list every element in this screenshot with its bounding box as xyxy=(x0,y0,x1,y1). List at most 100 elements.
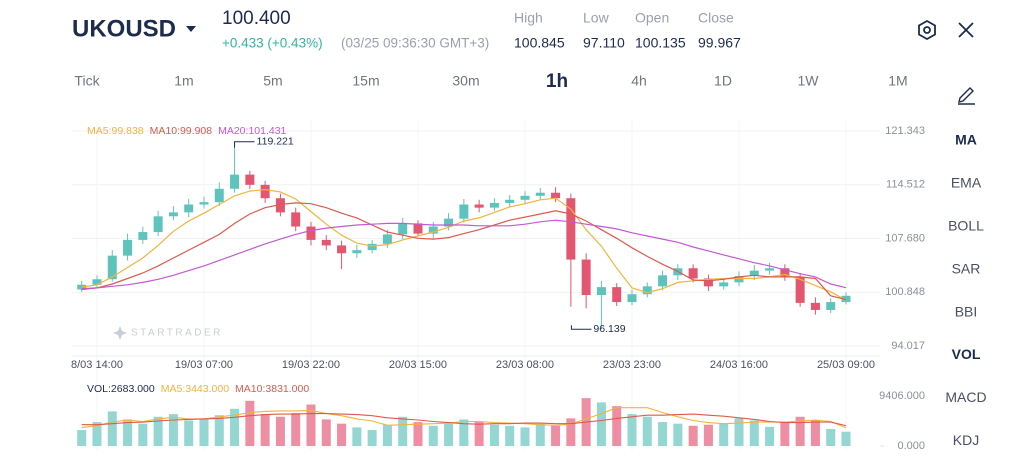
stat-value: 99.967 xyxy=(698,35,741,51)
settings-hex xyxy=(918,19,936,41)
candle-body xyxy=(765,268,775,271)
volume-bar xyxy=(413,422,423,446)
candle-body xyxy=(214,188,224,203)
close-icon[interactable] xyxy=(958,22,974,38)
volume-bar xyxy=(749,420,759,446)
volume-bar xyxy=(642,416,652,446)
symbol[interactable]: UKOUSD xyxy=(72,15,176,42)
timestamp: (03/25 09:36:30 GMT+3) xyxy=(341,36,489,51)
indicator-option[interactable]: MACD xyxy=(945,389,986,405)
volume-bar xyxy=(398,416,408,446)
candle-body xyxy=(413,223,423,234)
candle-body xyxy=(703,278,713,287)
legend-entry: VOL:2683.000 xyxy=(87,383,155,395)
volume-bar xyxy=(841,431,851,446)
volume-bar xyxy=(428,425,438,446)
candle-body xyxy=(780,268,790,277)
timeframe-tab[interactable]: Tick xyxy=(74,73,100,89)
candle-body xyxy=(535,192,545,196)
timeframe-tab[interactable]: 1m xyxy=(174,73,193,89)
candle-body xyxy=(581,259,591,295)
candle-body xyxy=(810,302,820,310)
indicator-option[interactable]: BOLL xyxy=(948,218,984,234)
candle-body xyxy=(505,199,515,203)
candle-body xyxy=(291,212,301,227)
y-tick-label: 94.017 xyxy=(891,340,925,352)
indicator-option[interactable]: SAR xyxy=(952,260,981,276)
candle-body xyxy=(627,294,637,303)
indicator-option[interactable]: VOL xyxy=(952,346,981,362)
candle-body xyxy=(719,282,729,287)
stat-label: Low xyxy=(583,10,610,26)
high-label: 119.221 xyxy=(257,135,294,147)
legend-entry: MA10:99.908 xyxy=(150,125,213,137)
candle-body xyxy=(77,284,87,290)
volume-bar xyxy=(444,423,454,446)
volume-tick-label: 9406.000 xyxy=(879,390,925,402)
candle-body xyxy=(428,226,438,234)
volume-bar xyxy=(260,414,270,446)
candle-body xyxy=(275,198,285,213)
volume-bar xyxy=(612,406,622,446)
volume-bar xyxy=(138,423,148,446)
settings-dot xyxy=(923,26,931,34)
x-tick-label: 24/03 16:00 xyxy=(710,359,768,371)
low-marker xyxy=(570,325,592,330)
candle-body xyxy=(520,195,530,200)
draw-tool-icon[interactable] xyxy=(958,87,975,105)
timeframe-tab[interactable]: 5m xyxy=(263,73,282,89)
timeframe-tab[interactable]: 4h xyxy=(631,73,647,89)
x-tick-label: 20/03 15:00 xyxy=(389,359,447,371)
volume-bar xyxy=(184,420,194,446)
timeframe-tab[interactable]: 30m xyxy=(452,73,479,89)
volume-bar xyxy=(367,430,377,446)
volume-bar xyxy=(734,418,744,446)
volume-bar xyxy=(199,418,209,446)
settings-icon[interactable] xyxy=(918,19,936,41)
indicator-option[interactable]: BBI xyxy=(955,303,978,319)
watermark-logo xyxy=(113,326,127,340)
stat-label: Close xyxy=(698,10,734,26)
timeframe-tab[interactable]: 1W xyxy=(798,73,820,89)
candle-body xyxy=(612,287,622,303)
timeframe-tab[interactable]: 1h xyxy=(546,71,568,92)
legend-entry: MA5:99.838 xyxy=(87,125,144,137)
timeframe-tab[interactable]: 1M xyxy=(888,73,907,89)
candle-body xyxy=(642,286,652,295)
volume-bar xyxy=(92,422,102,446)
ma-line xyxy=(81,219,847,290)
timeframe-tab[interactable]: 1D xyxy=(714,73,732,89)
volume-bar xyxy=(520,427,530,446)
y-tick-label: 114.512 xyxy=(886,179,925,191)
volume-bar xyxy=(245,400,255,446)
candle-body xyxy=(688,268,698,279)
volume-bar xyxy=(596,402,606,446)
volume-ma-line xyxy=(81,413,847,427)
volume-bar xyxy=(780,422,790,446)
symbol-dropdown[interactable] xyxy=(186,26,196,32)
volume-bar xyxy=(703,424,713,446)
candle-body xyxy=(382,234,392,244)
indicator-option[interactable]: KDJ xyxy=(953,432,979,448)
candle-body xyxy=(245,174,255,185)
high-marker xyxy=(234,141,255,148)
volume-tick-label: 0.000 xyxy=(897,440,925,452)
indicator-option[interactable]: EMA xyxy=(951,175,982,191)
stat-value: 100.845 xyxy=(514,35,565,51)
stat-label: High xyxy=(514,10,543,26)
price: 100.400 xyxy=(222,8,291,29)
candle-body xyxy=(795,276,805,303)
candle-body xyxy=(92,279,102,285)
indicator-option[interactable]: MA xyxy=(955,132,977,148)
y-tick-label: 121.343 xyxy=(885,125,925,137)
candle-body xyxy=(734,276,744,283)
candle-body xyxy=(841,295,851,303)
candle-body xyxy=(566,198,576,260)
volume-bar xyxy=(77,430,87,446)
candle-body xyxy=(199,202,209,205)
timeframe-tab[interactable]: 15m xyxy=(352,73,379,89)
volume-bar xyxy=(352,427,362,446)
candle-body xyxy=(138,232,148,240)
legend-entry: MA10:3831.000 xyxy=(235,383,309,395)
